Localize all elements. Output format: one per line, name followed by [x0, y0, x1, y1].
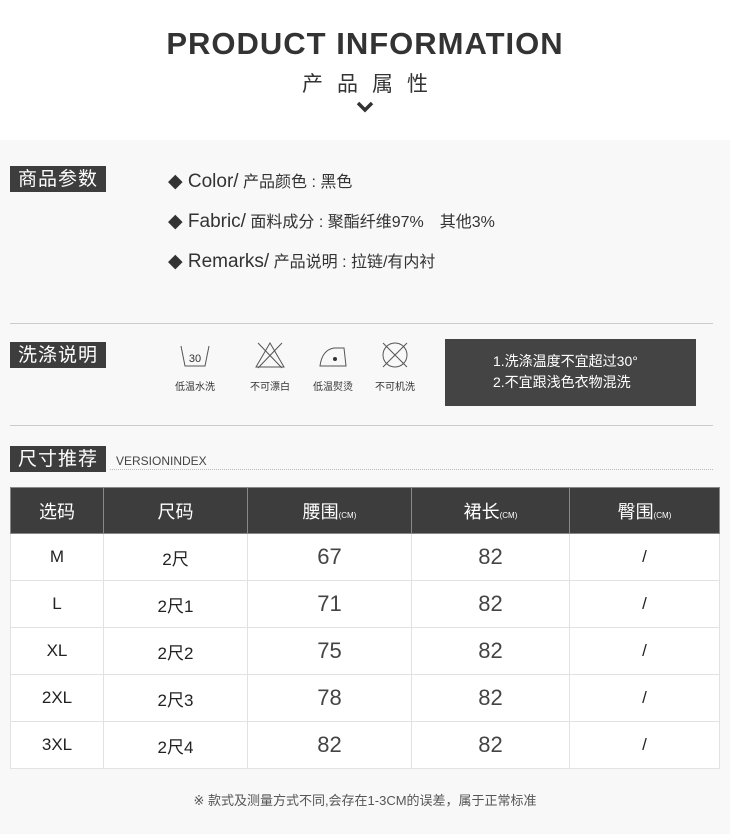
table-row: M 2尺 67 82/ [10, 533, 720, 581]
column-header: 选码 [10, 487, 104, 534]
table-cell: / [569, 721, 720, 769]
table-row: L 2尺1 71 82/ [10, 580, 720, 628]
footnote: ※ 款式及测量方式不同,会存在1-3CM的误差，属于正常标准 [193, 793, 537, 808]
size-label: 尺寸推荐 [10, 446, 107, 472]
table-cell: L [10, 580, 104, 628]
table-cell: 2尺4 [103, 721, 248, 769]
wash-notes: 1.洗涤温度不宜超过30° 2.不宜跟浅色衣物混洗 [445, 339, 696, 406]
table-cell: 2尺3 [103, 674, 248, 722]
table-cell: 82 [411, 674, 570, 722]
wash-icon-item: 不可机洗 [370, 340, 420, 393]
divider [10, 323, 713, 324]
table-cell: 82 [247, 721, 412, 769]
column-header: 臀围(CM) [569, 487, 720, 534]
table-cell: 2尺 [103, 533, 248, 581]
column-header: 腰围(CM) [247, 487, 412, 534]
table-cell: 78 [247, 674, 412, 722]
header-area [0, 0, 730, 140]
table-cell: 82 [411, 627, 570, 675]
table-cell: 71 [247, 580, 412, 628]
table-cell: / [569, 627, 720, 675]
table-cell: XL [10, 627, 104, 675]
column-header: 裙长(CM) [411, 487, 570, 534]
table-cell: / [569, 580, 720, 628]
wash-icon-item: 低温熨烫 [308, 340, 358, 393]
table-cell: 3XL [10, 721, 104, 769]
table-cell: 75 [247, 627, 412, 675]
table-cell: 2尺2 [103, 627, 248, 675]
table-row: XL 2尺2 75 82/ [10, 627, 720, 675]
page-subtitle: 产品属性 [302, 73, 442, 96]
table-row: 3XL 2尺4 82 82/ [10, 721, 720, 769]
table-cell: M [10, 533, 104, 581]
table-cell: 67 [247, 533, 412, 581]
table-row: 2XL 2尺3 78 82/ [10, 674, 720, 722]
chevron-down-icon [356, 101, 374, 113]
divider [10, 425, 713, 426]
table-cell: / [569, 533, 720, 581]
table-cell: 82 [411, 721, 570, 769]
wash-label: 洗涤说明 [10, 342, 107, 368]
size-sublabel: VERSIONINDEX [116, 454, 207, 468]
table-cell: 2尺1 [103, 580, 248, 628]
svg-text:30: 30 [189, 353, 201, 365]
params-label: 商品参数 [10, 166, 107, 192]
table-cell: 82 [411, 580, 570, 628]
page-title: PRODUCT INFORMATION [166, 26, 564, 61]
low-iron-icon [319, 347, 347, 367]
no-machine-wash-icon [382, 342, 408, 368]
param-remarks: ◆ Remarks/ 产品说明 : 拉链/有内衬 [168, 251, 436, 272]
column-header: 尺码 [103, 487, 248, 534]
param-fabric: ◆ Fabric/ 面料成分 : 聚酯纤维97% 其他3% [168, 211, 495, 232]
wash-icon-item: 30 低温水洗 [170, 340, 220, 393]
wash-30-icon: 30 [180, 345, 210, 367]
table-cell: / [569, 674, 720, 722]
param-color: ◆ Color/ 产品颜色 : 黑色 [168, 171, 353, 192]
wash-icon-item: 不可漂白 [245, 340, 295, 393]
table-cell: 82 [411, 533, 570, 581]
no-bleach-icon [255, 342, 285, 369]
size-table: 选码 尺码 腰围(CM) 裙长(CM) 臀围(CM) M 2尺 67 82/L 2尺1 71 82/X… [10, 487, 720, 769]
table-cell: 2XL [10, 674, 104, 722]
dotted-divider [110, 469, 713, 470]
